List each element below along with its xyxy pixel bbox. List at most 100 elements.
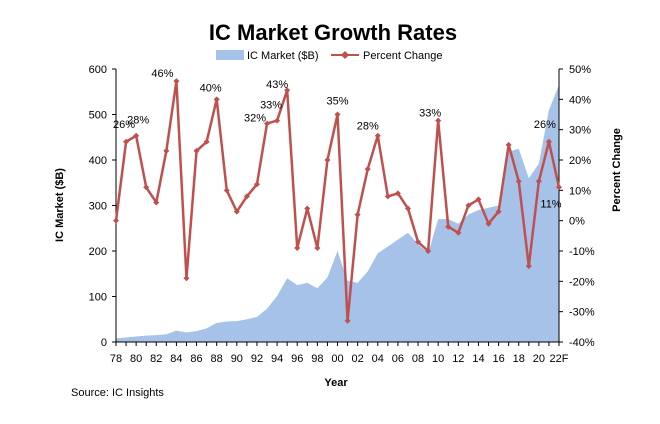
percent-change-point	[143, 184, 150, 191]
x-tick-label: 84	[170, 353, 182, 365]
data-label: 26%	[113, 119, 135, 131]
right-tick-label: -20%	[569, 276, 595, 288]
percent-change-point	[203, 138, 210, 145]
percent-change-point	[465, 202, 472, 209]
percent-change-point	[515, 178, 522, 185]
data-label: 46%	[151, 68, 173, 80]
data-label: 33%	[419, 108, 441, 120]
axes: 0100200300400500600-40%-30%-20%-10%0%10%…	[89, 64, 595, 365]
right-tick-label: 40%	[569, 94, 591, 106]
percent-change-point	[384, 193, 391, 200]
chart-title: IC Market Growth Rates	[209, 20, 457, 45]
right-tick-label: 20%	[569, 155, 591, 167]
legend-label-line: Percent Change	[363, 50, 443, 62]
percent-change-point	[183, 275, 190, 282]
percent-change-point	[374, 132, 381, 139]
left-tick-label: 600	[89, 64, 107, 76]
left-tick-label: 200	[89, 246, 107, 258]
percent-change-point	[274, 117, 281, 124]
data-label: 40%	[200, 82, 222, 94]
left-tick-label: 400	[89, 155, 107, 167]
x-tick-label: 14	[472, 353, 484, 365]
left-tick-label: 0	[101, 337, 107, 349]
legend: IC Market ($B) Percent Change	[216, 50, 443, 62]
right-tick-label: -30%	[569, 307, 595, 319]
x-tick-label: 80	[130, 353, 142, 365]
legend-swatch-area	[216, 50, 244, 60]
data-label: 28%	[127, 115, 149, 127]
data-label: 28%	[357, 121, 379, 133]
x-tick-label: 86	[190, 353, 202, 365]
percent-change-point	[435, 117, 442, 124]
x-tick-label: 94	[271, 353, 283, 365]
percent-change-point	[294, 244, 301, 251]
percent-change-point	[354, 211, 361, 218]
percent-change-point	[535, 178, 542, 185]
percent-change-point	[233, 208, 240, 215]
percent-change-point	[324, 157, 331, 163]
percent-change-point	[505, 141, 512, 148]
percent-change-point	[415, 238, 422, 245]
x-tick-label: 00	[331, 353, 343, 365]
percent-change-point	[425, 248, 432, 254]
percent-change-point	[344, 317, 351, 324]
left-tick-label: 500	[89, 110, 107, 122]
percent-change-point	[525, 263, 532, 270]
percent-change-point	[133, 132, 140, 139]
percent-change-point	[253, 181, 260, 188]
percent-change-point	[264, 120, 271, 127]
x-tick-label: 22F	[550, 353, 569, 365]
data-label: 32%	[244, 113, 266, 125]
right-axis-title: Percent Change	[611, 128, 623, 212]
right-tick-label: 10%	[569, 185, 591, 197]
annotations: 26%28%46%40%32%33%43%35%28%33%26%11%	[113, 68, 562, 210]
percent-change-point	[394, 190, 401, 197]
percent-change-point	[455, 229, 462, 236]
percent-change-point	[173, 78, 180, 85]
percent-change-point	[364, 166, 371, 173]
percent-change-point	[485, 220, 492, 227]
percent-change-point	[153, 199, 160, 206]
x-tick-label: 98	[311, 353, 323, 365]
percent-change-point	[304, 205, 311, 212]
x-tick-label: 10	[432, 353, 444, 365]
left-tick-label: 300	[89, 201, 107, 213]
right-tick-label: 50%	[569, 64, 591, 76]
x-tick-label: 78	[110, 353, 122, 365]
x-tick-label: 12	[452, 353, 464, 365]
x-tick-label: 96	[291, 353, 303, 365]
x-tick-label: 04	[372, 353, 384, 365]
x-tick-label: 08	[412, 353, 424, 365]
left-tick-label: 100	[89, 292, 107, 304]
x-tick-label: 90	[231, 353, 243, 365]
data-label: 35%	[326, 96, 348, 108]
line-series	[113, 78, 562, 324]
x-axis-title: Year	[324, 377, 348, 389]
legend-swatch-marker	[341, 51, 349, 59]
x-tick-label: 02	[352, 353, 364, 365]
legend-label-area: IC Market ($B)	[247, 50, 319, 62]
percent-change-point	[314, 244, 321, 251]
percent-change-point	[213, 96, 220, 103]
percent-change-point	[495, 208, 502, 215]
percent-change-point	[556, 184, 562, 191]
source-note: Source: IC Insights	[71, 387, 164, 399]
right-tick-label: 0%	[569, 216, 585, 228]
x-tick-label: 82	[150, 353, 162, 365]
area-series-fill	[116, 84, 559, 343]
x-tick-label: 88	[211, 353, 223, 365]
data-label: 33%	[260, 100, 282, 112]
x-tick-label: 18	[513, 353, 525, 365]
percent-change-point	[163, 147, 170, 154]
x-tick-label: 06	[392, 353, 404, 365]
data-label: 11%	[540, 198, 561, 210]
percent-change-point	[223, 187, 230, 194]
x-tick-label: 20	[533, 353, 545, 365]
right-tick-label: -40%	[569, 337, 595, 349]
percent-change-point	[193, 147, 200, 154]
percent-change-point	[113, 217, 119, 224]
percent-change-point	[545, 138, 552, 145]
x-tick-label: 16	[492, 353, 504, 365]
right-tick-label: 30%	[569, 125, 591, 137]
